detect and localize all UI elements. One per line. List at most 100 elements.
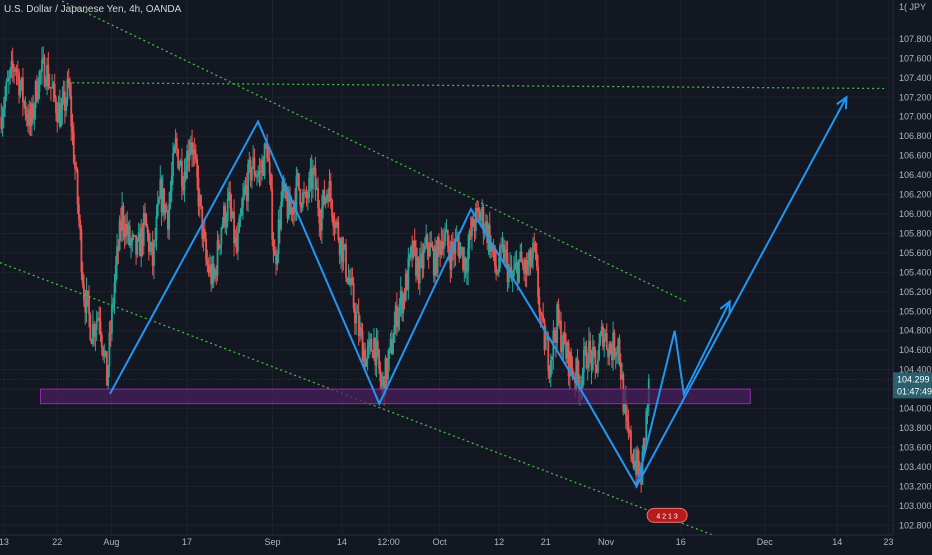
candle-body-183 (233, 211, 235, 244)
candle-body-496 (631, 454, 634, 460)
projection-line[interactable] (635, 96, 848, 487)
candle-body-46 (58, 102, 61, 127)
candle-body-425 (541, 314, 543, 316)
candle-body-10 (13, 68, 15, 72)
candle-body-128 (163, 188, 165, 215)
candle-body-361 (459, 248, 462, 259)
candle-body-435 (553, 330, 556, 338)
candle-body-498 (633, 461, 636, 468)
candle-body-138 (175, 138, 178, 150)
candle-body-431 (548, 370, 551, 377)
candle-body-134 (170, 176, 173, 191)
candle-body-225 (286, 198, 289, 219)
price-axis[interactable]: 102.800 103.000 103.200 103.400 103.600 103.8… (892, 0, 932, 535)
candle-body-382 (486, 220, 489, 243)
time-tick-label-0: 13 (0, 537, 9, 547)
candle-body-43 (55, 98, 57, 114)
candle-body-359 (457, 237, 459, 242)
candle-body-130 (165, 205, 168, 212)
candle-body-383 (487, 224, 490, 243)
candle-body-110 (140, 227, 143, 257)
price-tick-label-19: 106.600 (899, 151, 932, 161)
candle-body-104 (132, 235, 135, 237)
candle-body-400 (509, 266, 512, 269)
candle-body-192 (244, 185, 247, 189)
price-tick-label-22: 107.200 (899, 92, 932, 102)
candle-body-351 (446, 229, 449, 246)
candle-body-300 (381, 376, 384, 386)
candle-body-116 (147, 232, 150, 252)
candle-body-37 (47, 64, 50, 87)
candle-body-306 (389, 339, 392, 349)
candle-body-232 (295, 176, 298, 211)
candle-body-447 (568, 352, 571, 377)
candle-body-336 (427, 247, 430, 257)
candle-body-48 (61, 98, 64, 111)
candle-body-166 (211, 263, 214, 284)
candle-body-470 (598, 343, 601, 361)
candle-body-281 (357, 312, 360, 337)
trend-line-0[interactable] (40, 0, 687, 303)
candle-body-133 (169, 190, 172, 204)
candle-body-42 (53, 83, 56, 99)
candle-body-480 (610, 352, 613, 361)
price-tick-label-14: 105.600 (899, 248, 932, 258)
candle-body-432 (549, 360, 552, 377)
candle-body-468 (595, 364, 598, 373)
candle-body-120 (153, 240, 155, 266)
candle-body-148 (188, 151, 191, 161)
candle-body-197 (250, 167, 253, 181)
candle-body-343 (436, 237, 439, 274)
candle-body-357 (454, 239, 457, 255)
candle-body-411 (523, 265, 525, 274)
candle-body-348 (443, 241, 445, 250)
candle-body-344 (437, 237, 440, 244)
candle-body-179 (228, 191, 230, 199)
price-tick-label-2: 103.200 (899, 481, 932, 491)
candle-body-141 (179, 160, 182, 166)
candle-body-187 (238, 218, 241, 233)
candle-body-347 (441, 241, 444, 250)
candle-body-106 (135, 235, 138, 255)
candle-body-30 (38, 71, 41, 93)
candle-body-216 (275, 255, 277, 265)
zigzag-pattern[interactable] (109, 95, 848, 490)
candle-body-173 (220, 227, 223, 246)
zigzag-path[interactable] (109, 119, 731, 490)
candle-body-51 (65, 100, 68, 111)
last-price-value: 104.299 (897, 374, 930, 384)
candle-body-195 (248, 160, 251, 164)
candle-body-103 (131, 235, 134, 242)
candle-body-268 (341, 237, 344, 263)
support-zone-rect[interactable] (39, 388, 751, 405)
candle-body-14 (18, 72, 20, 96)
time-tick-label-5: 14 (337, 537, 347, 547)
candle-body-241 (306, 197, 309, 199)
event-badge[interactable] (646, 507, 688, 523)
candle-body-378 (481, 207, 484, 215)
candle-body-407 (518, 259, 520, 283)
candle-body-379 (482, 207, 485, 234)
candle-body-430 (547, 337, 550, 371)
candle-body-101 (128, 225, 131, 246)
candle-body-62 (79, 219, 82, 230)
trend-line-2[interactable] (67, 82, 887, 90)
candle-body-36 (46, 64, 48, 86)
candle-body-326 (415, 247, 417, 276)
candle-body-452 (575, 358, 578, 384)
candle-body-156 (198, 195, 201, 207)
price-tick-label-24: 107.600 (899, 53, 932, 63)
candle-body-159 (202, 229, 205, 239)
candle-body-439 (558, 320, 561, 324)
candle-body-69 (88, 295, 90, 315)
time-axis[interactable]: 13 22 Aug 17 Sep 14 12:00 Oct 12 21 Nov 16 Dec 14 23 (0, 534, 893, 547)
support-zone[interactable] (39, 388, 751, 405)
candle-body-204 (259, 170, 262, 172)
candle-body-202 (257, 173, 260, 177)
candle-body-142 (181, 160, 183, 188)
candle-body-150 (191, 142, 193, 155)
candle-body-461 (586, 366, 589, 369)
candle-body-214 (272, 239, 275, 251)
